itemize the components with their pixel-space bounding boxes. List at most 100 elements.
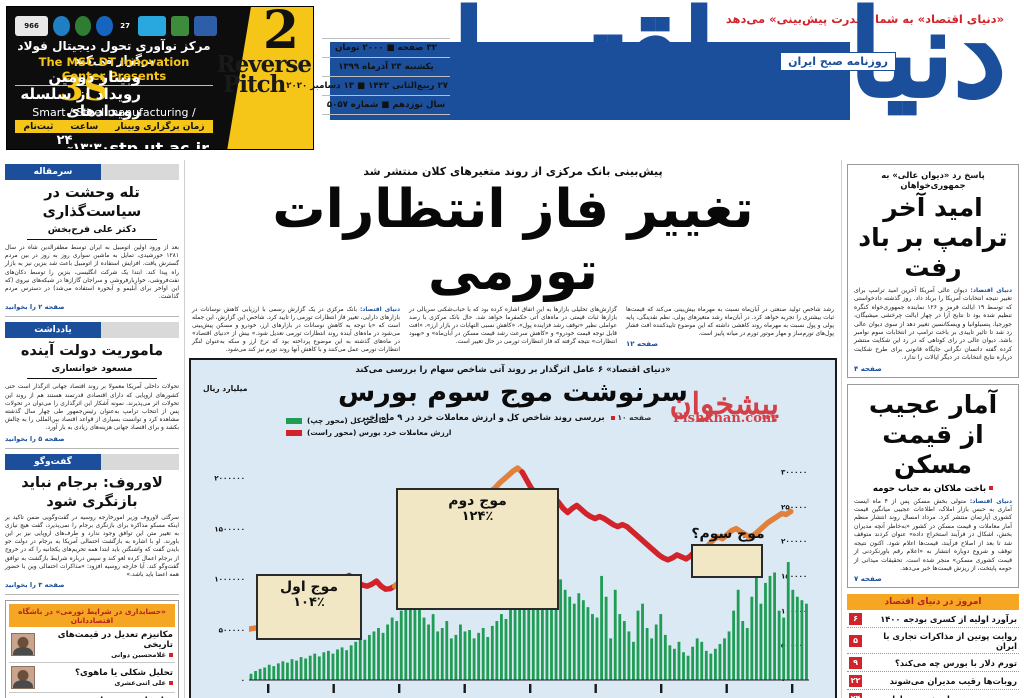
chart-bar [504, 618, 508, 680]
sidebar-article[interactable]: یادداشت ماموریت دولت آینده مسعود خوانساری ت… [5, 322, 179, 449]
chart-bar [554, 572, 558, 680]
meta-lunar-gregorian-date: ۲۷ ربیع‌الثانی ۱۴۴۲ ■ ۱۳ دسامبر ۲۰۲۰ [286, 77, 450, 96]
green-logo [170, 16, 189, 36]
housing-headline: آمار عجیب از قیمت مسکن [868, 389, 998, 479]
chart-bar [663, 634, 667, 680]
sidebar-article-title: ماموریت دولت آینده [20, 343, 164, 360]
chart-bar [600, 575, 603, 680]
ad-presenter-en: The MSC DT Innovation Center Presents [15, 55, 213, 86]
legend-label-0: شاخص کل (محور چپ) [307, 416, 389, 425]
economists-club-box[interactable]: «حسابداری در شرایط تورمی» در باشگاه اقتص… [5, 600, 179, 698]
chart-bar [527, 593, 531, 680]
legend-swatch-green-icon [286, 417, 302, 424]
chart-bar [454, 634, 458, 680]
chart-bar [522, 589, 526, 680]
sidebar-article-author: دکتر علی فرح‌بخش [27, 224, 157, 240]
chart-bar [367, 634, 371, 680]
ad-info-bar: زمان برگزاری وبینار ساعت ثبت‌نام [15, 120, 213, 133]
housing-subline-text: باخت ملاکان به حباب حومه [872, 483, 987, 494]
axis-tick: ۱۵۰۰۰۰ [781, 571, 808, 581]
chart-subtitle-row: صفحه ۱۰ بررسی روند شاخص کل و ارزش معاملا… [191, 412, 835, 422]
chart-bar [340, 647, 344, 680]
ad-date: ۲۴ آذرماه [33, 133, 73, 149]
ad-pitch-word: Pitch [223, 71, 286, 98]
left-article-trump[interactable]: پاسخ رد «دیوان عالی» به جمهوری‌خواهان ام… [847, 164, 1019, 378]
index-item[interactable]: تورم دلار با بورس چه می‌کند؟ ۹ [847, 654, 1019, 673]
index-item-text: برآورد اولیه از کسری بودجه ۱۴۰۰ [880, 613, 1017, 624]
club-item[interactable]: تحلیل شکلی یا ماهوی؟ علی اثنی‌عشری [9, 663, 175, 694]
axis-tick: ۱۵۰۰۰۰۰ [214, 524, 245, 534]
x-axis-tick [660, 684, 663, 693]
club-item[interactable]: مکانیزم تعدیل در قیمت‌های تاریخی غلامحسین… [9, 627, 175, 664]
chart-bar [486, 636, 490, 680]
sidebar-article-author: مسعود خوانساری [27, 363, 157, 380]
index-item-page: ۲۴ [849, 692, 862, 698]
chart-bar [536, 575, 540, 680]
chart-bar [440, 627, 444, 680]
lead-body-columns: رشد شاخص تولید صنعتی در آبان‌ماه نسبت به… [189, 306, 837, 354]
lead-page-ref[interactable]: صفحه ۱۲ [626, 340, 659, 348]
chart-bar [764, 582, 767, 681]
index-item[interactable]: روایت پوتین از مذاکرات تجاری با ایران ۵ [847, 628, 1019, 655]
index-item[interactable]: بسته «صمت» برای خودروسازان ۲۴ [847, 690, 1019, 698]
masthead-badge: روزنامه صبح ایران [780, 52, 896, 71]
chart-bar [254, 670, 257, 680]
ad-presenter-fa: مرکز نوآوری تحول دیجیتال فولاد برگزار می… [17, 39, 211, 67]
chart-bar [295, 660, 298, 680]
sidebar-article[interactable]: گفت‌وگو لاوروف: برجام نباید بازنگری شود سر… [5, 453, 179, 596]
sidebar-article-title: تله وحشت در سیاست‌گذاری [42, 185, 142, 220]
chart-bar [249, 673, 253, 680]
index-item[interactable]: روبات‌ها رقیب مدیران می‌شوند ۲۲ [847, 672, 1019, 691]
housing-page-ref[interactable]: صفحه ۷ [854, 575, 882, 584]
sidebar-article[interactable]: سرمقاله تله وحشت در سیاست‌گذاری دکتر علی ف… [5, 164, 179, 318]
chart-bar [577, 593, 581, 680]
left-article-housing[interactable]: آمار عجیب از قیمت مسکن باخت ملاکان به حب… [847, 383, 1019, 589]
trump-body: دنیای اقتصاد: دیوان عالی آمریکا آخرین ام… [854, 287, 1013, 362]
index-item[interactable]: برآورد اولیه از کسری بودجه ۱۴۰۰ ۶ [847, 610, 1019, 629]
chart-bar [381, 632, 385, 680]
sidebar-article-more[interactable]: صفحه ۳ را بخوانید [5, 581, 65, 590]
club-item-title: نهادسازی در سطوح خرد و کلان [40, 696, 173, 698]
club-item-text: مکانیزم تعدیل در قیمت‌های تاریخی غلامحسین… [40, 630, 173, 659]
annotation-wave-2-label: موج دوم [448, 493, 507, 509]
lead-body-col-0: دنیای اقتصاد: بانک مرکزی در یک گزارش رسم… [192, 307, 400, 353]
chart-bar [805, 603, 808, 680]
ad-time: ۱۳:۳۰ [72, 140, 110, 150]
top-advertisement[interactable]: 2 Reverse Pitch 966 27 مرکز نوآوری تحول … [6, 6, 314, 150]
chart-bar [550, 584, 553, 680]
annotation-wave-2-value: ۱۲۴٪ [461, 509, 494, 524]
chart-bar [618, 614, 622, 680]
sponsor-logo [137, 16, 166, 36]
chart-bar [408, 607, 412, 680]
main-content-row: پاسخ رد «دیوان عالی» به جمهوری‌خواهان ام… [0, 160, 1024, 698]
section-label-bar: یادداشت [5, 322, 179, 339]
club-author-name: غلامحسین دوانی [111, 651, 166, 660]
red-square-bullet-icon [169, 681, 173, 686]
chart-bar [609, 638, 613, 681]
ad-bar-item-1: ساعت [70, 121, 99, 132]
chart-bar [709, 653, 713, 680]
index-header: امروز در دنیای اقتصاد [847, 594, 1019, 611]
meta-year-issue: سال نوزدهم ■ شماره ۵۰۵۷ [322, 96, 450, 115]
housing-body: دنیای اقتصاد: متولی بخش مسکن پس از ۴ ماه… [854, 497, 1012, 572]
chart-bar [290, 659, 294, 680]
chart-bar [358, 638, 362, 681]
chart-bar [395, 621, 399, 680]
channel-27-logo: 27 [117, 16, 133, 36]
x-axis-tick [594, 684, 597, 693]
chart-bar [695, 638, 699, 681]
chart-bar [654, 624, 658, 680]
ad-website-url[interactable]: stp.ut.ac.ir [109, 138, 209, 150]
chart-bar [258, 668, 262, 680]
chart-bar [481, 627, 485, 680]
sidebar-article-more[interactable]: صفحه ۲ را بخوانید [5, 303, 65, 312]
sidebar-article-more[interactable]: صفحه ۵ را بخوانید [5, 434, 65, 443]
org-logo-3 [96, 16, 113, 36]
chart-bar [267, 664, 271, 680]
trump-page-ref[interactable]: صفحه ۴ [854, 364, 882, 373]
club-item[interactable]: نهادسازی در سطوح خرد و کلانناصر محامی [9, 693, 175, 698]
ad-url-row[interactable]: stp.ut.ac.ir ۱۳:۳۰ ۲۴ آذرماه [15, 133, 213, 150]
annotation-wave-1-label: موج اول [279, 579, 339, 595]
chart-page-ref[interactable]: صفحه ۱۰ [617, 413, 652, 422]
